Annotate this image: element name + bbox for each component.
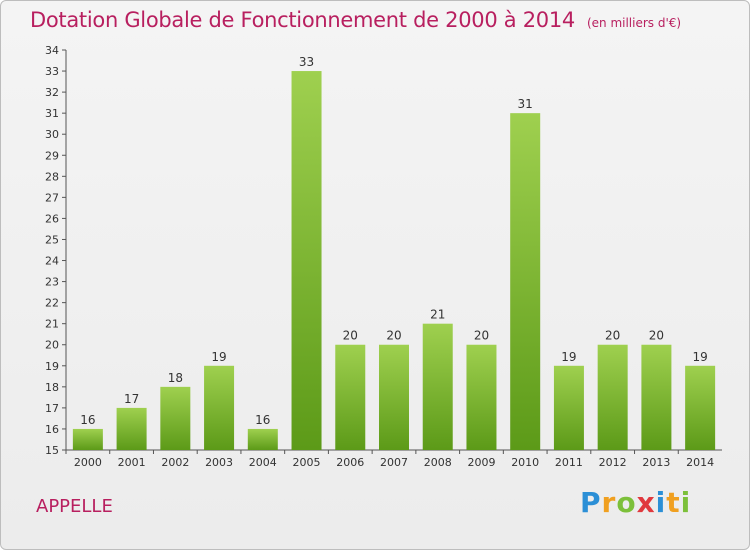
bar-value-label: 19 <box>692 350 707 364</box>
x-tick-label: 2013 <box>642 456 670 469</box>
bar <box>335 344 366 450</box>
bar <box>204 365 235 450</box>
chart-title-text: Dotation Globale de Fonctionnement de 20… <box>30 8 575 32</box>
bar-value-label: 31 <box>518 97 533 111</box>
bar-value-label: 18 <box>168 371 183 385</box>
y-tick-label: 26 <box>45 212 59 225</box>
logo-letter: i <box>680 486 692 519</box>
y-tick-label: 27 <box>45 191 59 204</box>
logo-letter: o <box>616 486 637 519</box>
bar-value-label: 16 <box>80 413 95 427</box>
x-tick-label: 2005 <box>293 456 321 469</box>
y-tick-label: 19 <box>45 360 59 373</box>
bar-value-label: 19 <box>211 350 226 364</box>
bar <box>641 344 672 450</box>
bars <box>72 71 716 450</box>
bar-value-label: 19 <box>561 350 576 364</box>
logo-letter: P <box>580 486 602 519</box>
x-tick-label: 2014 <box>686 456 714 469</box>
logo-letter: t <box>666 486 681 519</box>
y-tick-label: 18 <box>45 381 59 394</box>
y-tick-label: 22 <box>45 297 59 310</box>
logo-letter: x <box>636 486 656 519</box>
bar <box>466 344 497 450</box>
proxiti-logo: Proxiti <box>580 486 691 519</box>
bar-value-label: 33 <box>299 55 314 69</box>
x-tick-label: 2008 <box>424 456 452 469</box>
y-tick-label: 17 <box>45 402 59 415</box>
bar-value-label: 20 <box>343 329 358 343</box>
x-tick-label: 2007 <box>380 456 408 469</box>
y-tick-label: 24 <box>45 255 59 268</box>
x-tick-label: 2003 <box>205 456 233 469</box>
y-tick-label: 21 <box>45 318 59 331</box>
bar <box>72 428 103 450</box>
bar <box>291 71 322 450</box>
bar-value-label: 17 <box>124 392 139 406</box>
bar-value-label: 16 <box>255 413 270 427</box>
x-tick-label: 2006 <box>336 456 364 469</box>
bar-value-label: 20 <box>474 329 489 343</box>
x-tick-label: 2000 <box>74 456 102 469</box>
y-tick-label: 33 <box>45 65 59 78</box>
x-tick-label: 2009 <box>467 456 495 469</box>
y-tick-label: 20 <box>45 339 59 352</box>
x-tick-label: 2012 <box>599 456 627 469</box>
y-tick-label: 23 <box>45 276 59 289</box>
bar <box>597 344 628 450</box>
bar-value-label: 20 <box>649 329 664 343</box>
y-tick-label: 28 <box>45 170 59 183</box>
x-tick-label: 2010 <box>511 456 539 469</box>
bar-value-label: 20 <box>605 329 620 343</box>
bar <box>379 344 409 450</box>
logo-letter: i <box>655 486 667 519</box>
value-labels: 16 17 18 19 16 33 20 20 21 20 31 19 20 20 19 <box>80 55 708 427</box>
bar-value-label: 21 <box>430 308 445 322</box>
y-tick-label: 34 <box>45 44 59 57</box>
x-tick-label: 2004 <box>249 456 277 469</box>
y-tick-label: 30 <box>45 128 59 141</box>
chart-unit: (en milliers d'€) <box>586 16 682 30</box>
bar <box>247 428 278 450</box>
y-tick-label: 15 <box>45 444 59 457</box>
y-tick-label: 16 <box>45 423 59 436</box>
bar <box>553 365 584 450</box>
y-axis: 15 16 17 18 19 20 21 22 23 24 25 26 27 28 29 30 31 32 33 34 <box>45 44 67 457</box>
x-tick-label: 2011 <box>555 456 583 469</box>
y-tick-label: 25 <box>45 233 59 246</box>
bar <box>510 113 541 450</box>
y-tick-label: 29 <box>45 149 59 162</box>
bar <box>116 407 147 450</box>
x-axis: 2000 2001 2002 2003 2004 2005 2006 2007 2008 2009… <box>65 449 722 469</box>
y-tick-label: 31 <box>45 107 59 120</box>
logo-letter: r <box>601 486 617 519</box>
x-tick-label: 2002 <box>161 456 189 469</box>
y-tick-label: 32 <box>45 86 59 99</box>
bar <box>685 365 716 450</box>
chart-title: Dotation Globale de Fonctionnement de 20… <box>30 8 681 32</box>
x-tick-label: 2001 <box>118 456 146 469</box>
bar-value-label: 20 <box>386 329 401 343</box>
bar <box>160 386 191 450</box>
commune-name: APPELLE <box>36 496 113 517</box>
bar <box>422 323 453 450</box>
